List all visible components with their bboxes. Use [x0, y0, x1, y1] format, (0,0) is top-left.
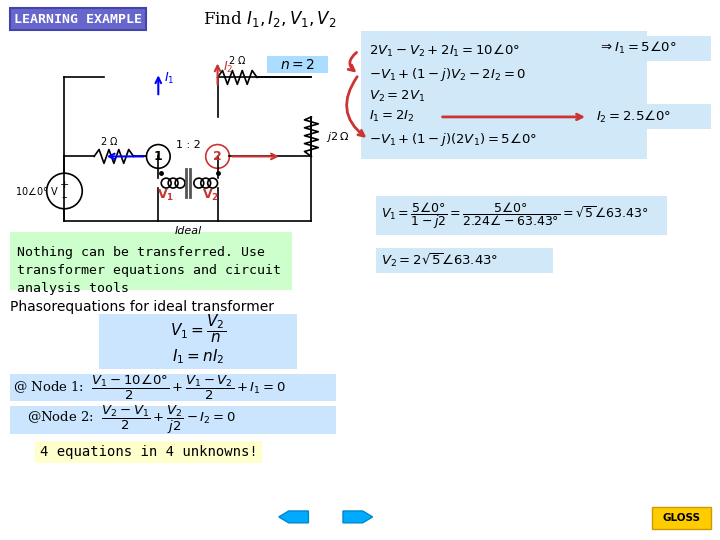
FancyBboxPatch shape	[10, 233, 292, 290]
FancyBboxPatch shape	[10, 406, 336, 434]
Text: $\Rightarrow I_1=5\angle0°$: $\Rightarrow I_1=5\angle0°$	[598, 40, 677, 56]
Text: GLOSS: GLOSS	[662, 513, 701, 523]
Text: $V_1=\dfrac{5\angle0°}{1-j2}=\dfrac{5\angle0°}{2.24\angle-63.43°}=\sqrt{5}\angle: $V_1=\dfrac{5\angle0°}{1-j2}=\dfrac{5\an…	[380, 200, 648, 231]
Text: $n = 2$: $n = 2$	[280, 58, 315, 72]
Text: LEARNING EXAMPLE: LEARNING EXAMPLE	[14, 12, 143, 25]
FancyBboxPatch shape	[652, 507, 711, 529]
Text: $I_2=2.5\angle0°$: $I_2=2.5\angle0°$	[596, 109, 671, 125]
Text: Nothing can be transferred. Use
transformer equations and circuit
analysis tools: Nothing can be transferred. Use transfor…	[17, 246, 281, 295]
FancyBboxPatch shape	[10, 8, 146, 30]
Text: $\mathbf{V_1}$: $\mathbf{V_1}$	[156, 188, 174, 204]
FancyBboxPatch shape	[99, 314, 297, 369]
Text: 2: 2	[213, 150, 222, 163]
Text: 1 : 2: 1 : 2	[176, 139, 200, 150]
Text: 4 equations in 4 unknowns!: 4 equations in 4 unknowns!	[40, 445, 257, 458]
FancyBboxPatch shape	[35, 441, 262, 463]
Text: $V_2=2V_1$: $V_2=2V_1$	[369, 89, 425, 104]
Text: $-V_1+(1-j)V_2-2I_2=0$: $-V_1+(1-j)V_2-2I_2=0$	[369, 66, 526, 83]
Text: $\mathit{I}_1$: $\mathit{I}_1$	[164, 71, 175, 86]
Text: $\mathit{I}_2$: $\mathit{I}_2$	[223, 59, 234, 75]
Text: 2 $\Omega$: 2 $\Omega$	[100, 134, 118, 146]
Text: @ Node 1:  $\dfrac{V_1-10\angle0°}{2}+\dfrac{V_1-V_2}{2}+I_1=0$: @ Node 1: $\dfrac{V_1-10\angle0°}{2}+\df…	[13, 373, 286, 402]
Text: @Node 2:  $\dfrac{V_2-V_1}{2}+\dfrac{V_2}{j2}-I_2=0$: @Node 2: $\dfrac{V_2-V_1}{2}+\dfrac{V_2}…	[27, 404, 235, 436]
FancyBboxPatch shape	[361, 31, 647, 159]
Text: 1: 1	[154, 150, 163, 163]
Text: +
–: + –	[60, 180, 69, 202]
FancyArrow shape	[343, 511, 373, 523]
Text: $2V_1-V_2+2I_1=10\angle0°$: $2V_1-V_2+2I_1=10\angle0°$	[369, 43, 520, 59]
FancyBboxPatch shape	[10, 374, 336, 401]
FancyBboxPatch shape	[588, 104, 711, 129]
Text: $V_1 = \dfrac{V_2}{n}$: $V_1 = \dfrac{V_2}{n}$	[170, 313, 226, 346]
FancyArrow shape	[279, 511, 308, 523]
Text: Find $\mathit{I}_1,\mathit{I}_2,\mathit{V}_1,\mathit{V}_2$: Find $\mathit{I}_1,\mathit{I}_2,\mathit{…	[203, 9, 336, 29]
Text: 2 $\Omega$: 2 $\Omega$	[228, 53, 246, 65]
FancyBboxPatch shape	[588, 36, 711, 60]
FancyBboxPatch shape	[376, 248, 554, 273]
FancyBboxPatch shape	[267, 56, 328, 73]
Text: Ideal: Ideal	[174, 226, 202, 235]
Text: Phasorequations for ideal transformer: Phasorequations for ideal transformer	[10, 300, 274, 314]
Text: $-V_1+(1-j)(2V_1)=5\angle0°$: $-V_1+(1-j)(2V_1)=5\angle0°$	[369, 131, 536, 148]
Text: $\mathbf{V_2}$: $\mathbf{V_2}$	[202, 188, 219, 204]
Text: $I_1 = nI_2$: $I_1 = nI_2$	[171, 348, 224, 366]
Text: 10$\angle$0° V: 10$\angle$0° V	[15, 185, 59, 197]
Text: $j2\,\Omega$: $j2\,\Omega$	[326, 130, 349, 144]
Text: $I_1=2I_2$: $I_1=2I_2$	[369, 110, 414, 125]
FancyBboxPatch shape	[376, 196, 667, 235]
Text: $V_2=2\sqrt{5}\angle63.43°$: $V_2=2\sqrt{5}\angle63.43°$	[380, 251, 498, 269]
